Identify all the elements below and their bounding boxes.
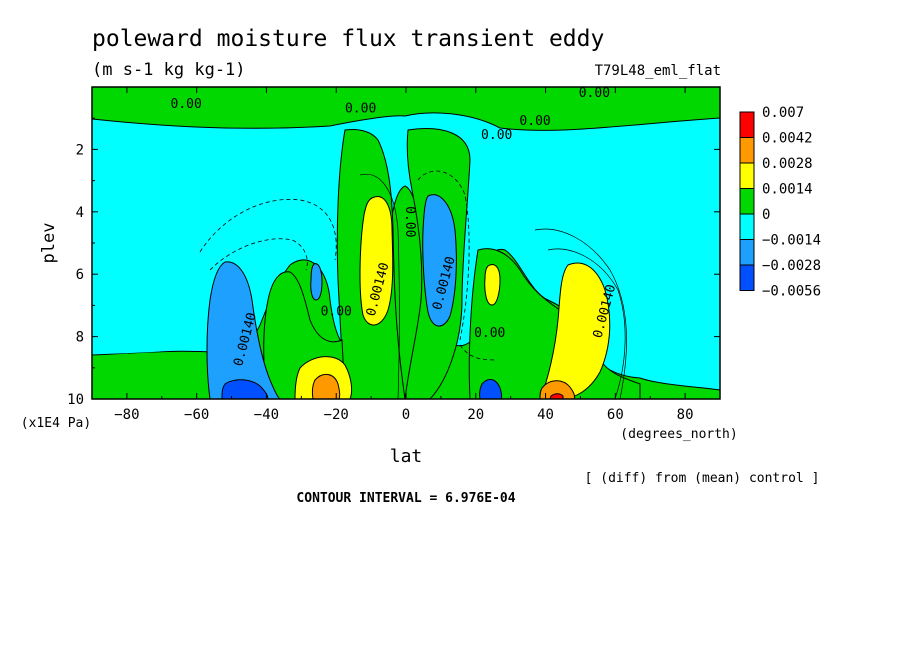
x-tick-label: −60 [184,407,209,423]
region-blue-small-left [310,263,323,301]
region-orange-lower-left [311,374,341,400]
contour-label: 0.00 [345,102,376,117]
contour-label: 0.00 [321,304,352,319]
contour-interval: CONTOUR INTERVAL = 6.976E-04 [296,491,515,506]
colorbar-label: 0.0014 [762,182,813,198]
x-tick-label: 40 [537,407,554,423]
contour-label: 0.00 [402,206,417,237]
thin-contour-right-lobe [534,228,627,400]
dashed-contour-right-inner [459,344,498,361]
colorbar: 0.007 0.0042 0.0028 0.0014 0 −0.0014 −0.0028 −0… [739,105,821,300]
colorbar-swatch [739,162,755,189]
region-yellow-right-lobe [539,262,611,400]
colorbar-label: 0.0042 [762,131,813,147]
contour-label: 0.00 [171,97,202,112]
run-label: T79L48_eml_flat [595,63,721,79]
region-positive-lower-left [92,352,185,399]
colorbar-swatch [739,137,755,164]
x-axis-ticks: −80 −60 −40 −20 0 20 40 60 80 [91,87,721,423]
colorbar-label: −0.0056 [762,284,821,300]
region-orange-lower-right [539,380,576,400]
colorbar-swatch [739,239,755,266]
contour-label: 0.00 [579,86,610,101]
x-tick-label: 60 [607,407,624,423]
region-yellow-left-tongue [359,196,394,326]
x-tick-label: −80 [114,407,139,423]
contour-label: 0.00 [481,128,512,143]
y-axis-ticks: 2 4 6 8 10 [67,117,720,408]
x-tick-label: 80 [677,407,694,423]
region-blue-left [206,261,281,400]
y-axis-units: (x1E4 Pa) [21,416,91,431]
x-axis-units: (degrees_north) [620,427,737,442]
contour-label: 0.00 [474,326,505,341]
y-tick-label: 4 [76,205,84,221]
y-tick-label: 8 [76,330,84,346]
thin-contour-right-inner [547,248,626,400]
x-axis-label: lat [390,446,423,467]
region-yellow-small-right [484,264,501,306]
colorbar-label: 0.0028 [762,156,813,172]
colorbar-swatch [739,188,755,215]
colorbar-swatch [739,111,755,138]
contour-label: 0.00 [519,114,550,129]
colorbar-label: 0.007 [762,105,804,121]
positive-contours [359,173,627,400]
colorbar-label: −0.0014 [762,233,821,249]
x-tick-label: −20 [324,407,349,423]
x-tick-label: 20 [467,407,484,423]
colorbar-swatch [739,213,755,240]
y-tick-label: 6 [76,267,84,283]
region-darkblue-right [479,379,503,400]
colorbar-swatch [739,264,755,291]
y-tick-label: 10 [67,392,84,408]
dashed-contour-left-inner [209,238,308,271]
plot-area: 0.00 0.000.000.000.000.000.000.000.00140 0… [91,86,721,400]
chart-subtitle: (m s-1 kg kg-1) [92,60,246,80]
x-tick-label: 0 [402,407,410,423]
region-blue-right-central [422,194,457,327]
y-axis-label: plev [39,223,59,264]
dashed-contour-left-outer [199,198,337,261]
comparison-note: [ (diff) from (mean) control ] [585,471,820,486]
x-tick-label: −40 [254,407,279,423]
colorbar-label: 0 [762,207,770,223]
thin-contour-central-left [359,173,400,400]
colorbar-label: −0.0028 [762,258,821,274]
negative-contours [199,170,498,361]
chart-title: poleward moisture flux transient eddy [92,26,604,52]
y-tick-label: 2 [76,142,84,158]
